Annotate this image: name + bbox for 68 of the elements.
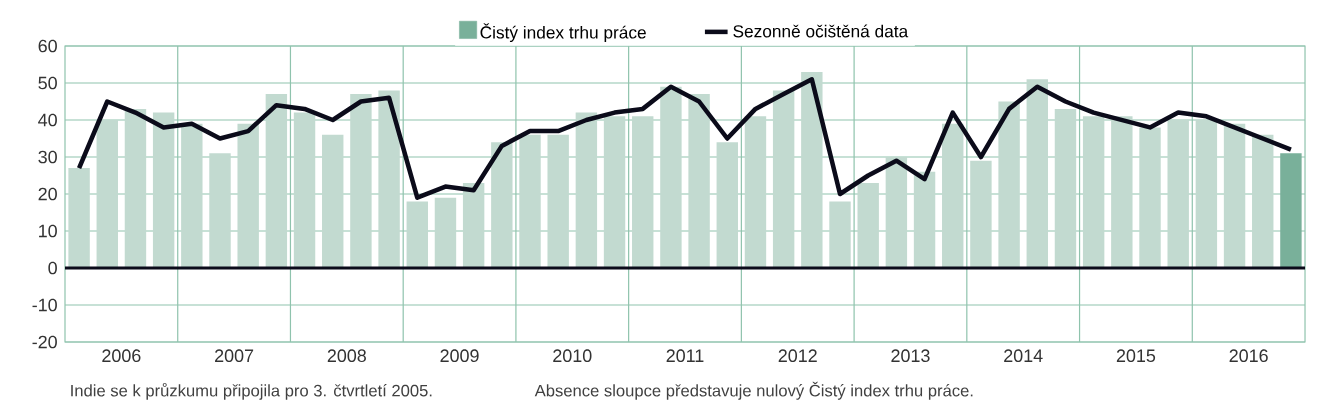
bar — [547, 134, 569, 268]
bar — [1082, 116, 1105, 268]
bar — [152, 112, 175, 268]
x-tick-label: 2016 — [1229, 349, 1268, 363]
bar — [857, 182, 879, 268]
bar — [1111, 116, 1133, 268]
bar — [772, 90, 795, 268]
y-tick-label: -10 — [32, 298, 57, 312]
bar — [462, 182, 485, 268]
y-tick-label: 30 — [38, 150, 57, 164]
bar — [1252, 134, 1274, 268]
x-tick-label: 2006 — [102, 349, 141, 363]
bar — [181, 123, 203, 268]
x-tick-label: 2007 — [215, 349, 254, 363]
bar — [632, 116, 654, 268]
x-tick-label: 2010 — [553, 349, 592, 363]
bar — [575, 112, 598, 268]
bar — [434, 197, 457, 268]
x-tick-label: 2011 — [666, 349, 704, 363]
bar — [124, 108, 147, 268]
text: Čistý index trhu práce — [480, 23, 646, 43]
bar — [293, 112, 316, 268]
text: Indie se k průzkumu připojila pro 3. čtvrtletí 2005. — [71, 382, 432, 400]
bar — [660, 86, 682, 268]
bar — [603, 116, 626, 268]
x-tick-label: 2009 — [440, 349, 479, 363]
bar — [322, 134, 344, 268]
bar — [1167, 120, 1189, 268]
text: Absence sloupce představuje nulový Čistý index trhu práce. — [534, 381, 973, 400]
bar — [265, 94, 288, 268]
bar — [491, 142, 513, 268]
bar — [1195, 120, 1218, 268]
bar — [744, 116, 767, 268]
bar — [1054, 108, 1077, 268]
bar — [1026, 79, 1048, 268]
x-tick-label: 2014 — [1004, 349, 1043, 363]
y-tick-label: -20 — [32, 335, 57, 349]
x-tick-label: 2008 — [327, 349, 366, 363]
bar — [237, 123, 259, 268]
bar — [885, 157, 908, 268]
x-tick-label: 2013 — [891, 349, 930, 363]
y-tick-label: 10 — [39, 224, 57, 238]
bar — [1223, 123, 1246, 268]
x-tick-label: 2015 — [1116, 349, 1156, 363]
legend-label: Sezonně očištěná data — [733, 24, 909, 38]
bar — [406, 201, 428, 268]
bar — [378, 90, 400, 268]
bar — [1139, 127, 1161, 268]
y-tick-label: 0 — [48, 261, 57, 275]
bar — [801, 71, 823, 268]
bar — [998, 101, 1020, 268]
bar — [209, 153, 231, 268]
bar — [688, 94, 710, 268]
bar — [829, 201, 851, 268]
bar — [942, 123, 964, 268]
bar — [716, 142, 738, 268]
bar — [68, 168, 90, 268]
bar — [350, 94, 372, 268]
bar — [913, 171, 936, 268]
bar — [1280, 153, 1302, 268]
bar — [96, 120, 118, 268]
bar — [519, 134, 541, 268]
y-tick-label: 20 — [38, 187, 57, 201]
y-tick-label: 40 — [38, 113, 57, 127]
bar — [970, 160, 992, 268]
y-tick-label: 60 — [38, 39, 57, 53]
y-tick-label: 50 — [38, 76, 57, 90]
x-tick-label: 2012 — [778, 349, 817, 363]
